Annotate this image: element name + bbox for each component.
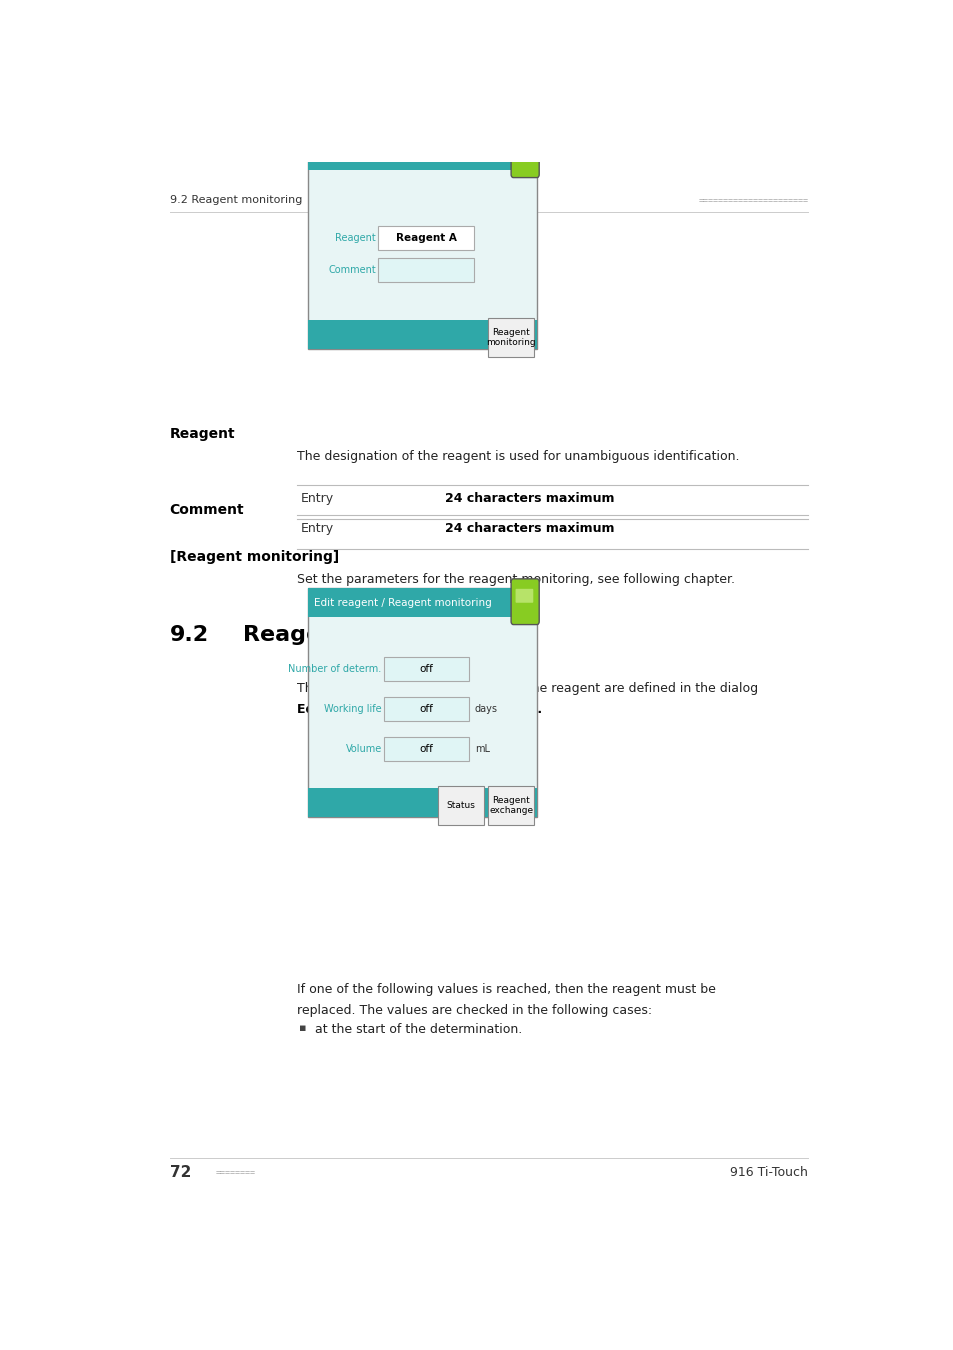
Text: Comment: Comment [170, 504, 244, 517]
Text: Edit reagent / Reagent monitoring.: Edit reagent / Reagent monitoring. [296, 702, 541, 716]
Text: The designation of the reagent is used for unambiguous identification.: The designation of the reagent is used f… [296, 450, 739, 463]
Text: Reagent
exchange: Reagent exchange [489, 795, 533, 815]
FancyBboxPatch shape [308, 142, 537, 350]
FancyBboxPatch shape [383, 737, 469, 761]
FancyBboxPatch shape [377, 227, 474, 250]
FancyBboxPatch shape [515, 589, 533, 602]
FancyBboxPatch shape [308, 320, 537, 350]
FancyBboxPatch shape [488, 786, 534, 825]
FancyBboxPatch shape [383, 657, 469, 682]
Text: replaced. The values are checked in the following cases:: replaced. The values are checked in the … [296, 1004, 651, 1017]
Text: 72: 72 [170, 1165, 191, 1180]
FancyBboxPatch shape [515, 142, 533, 155]
FancyBboxPatch shape [308, 589, 537, 617]
FancyBboxPatch shape [437, 786, 483, 825]
Text: Reagent monitoring: Reagent monitoring [243, 625, 494, 644]
Text: Volume: Volume [345, 744, 381, 755]
Text: Working life: Working life [324, 705, 381, 714]
Text: Edit reagent / Reagent monitoring: Edit reagent / Reagent monitoring [314, 598, 491, 608]
Text: Comment: Comment [328, 266, 375, 275]
FancyBboxPatch shape [308, 788, 537, 817]
Text: off: off [419, 744, 433, 755]
Text: If one of the following values is reached, then the reagent must be: If one of the following values is reache… [296, 983, 715, 996]
FancyBboxPatch shape [383, 697, 469, 721]
Text: 9.2 Reagent monitoring: 9.2 Reagent monitoring [170, 196, 301, 205]
Text: Set the parameters for the reagent monitoring, see following chapter.: Set the parameters for the reagent monit… [296, 572, 734, 586]
Text: Reagents / Edit: Reagents / Edit [314, 151, 393, 161]
Text: Reagent: Reagent [335, 234, 375, 243]
Text: days: days [475, 705, 497, 714]
Text: Reagent
monitoring: Reagent monitoring [486, 328, 536, 347]
FancyBboxPatch shape [308, 142, 537, 170]
Text: The conditions for the monitoring of the reagent are defined in the dialog: The conditions for the monitoring of the… [296, 682, 757, 695]
FancyBboxPatch shape [488, 319, 534, 358]
Text: Number of determ.: Number of determ. [288, 664, 381, 674]
Text: ========: ======== [215, 1168, 255, 1177]
Text: Entry: Entry [300, 491, 334, 505]
Text: at the start of the determination.: at the start of the determination. [314, 1023, 522, 1035]
Text: 24 characters maximum: 24 characters maximum [444, 491, 614, 505]
FancyBboxPatch shape [308, 589, 537, 817]
Text: ▪: ▪ [298, 1023, 306, 1033]
Text: 916 Ti-Touch: 916 Ti-Touch [730, 1166, 807, 1179]
Text: Status: Status [446, 801, 475, 810]
Text: 24 characters maximum: 24 characters maximum [444, 521, 614, 535]
FancyBboxPatch shape [511, 579, 538, 625]
Text: 9.2: 9.2 [170, 625, 209, 644]
Text: ======================: ====================== [698, 196, 807, 205]
Text: Reagent A: Reagent A [395, 234, 456, 243]
Text: [Reagent monitoring]: [Reagent monitoring] [170, 549, 338, 564]
FancyBboxPatch shape [511, 132, 538, 178]
Text: mL: mL [475, 744, 489, 755]
Text: Entry: Entry [300, 521, 334, 535]
Text: Reagent: Reagent [170, 427, 234, 441]
Text: off: off [419, 664, 433, 674]
Text: off: off [419, 705, 433, 714]
FancyBboxPatch shape [377, 258, 474, 282]
